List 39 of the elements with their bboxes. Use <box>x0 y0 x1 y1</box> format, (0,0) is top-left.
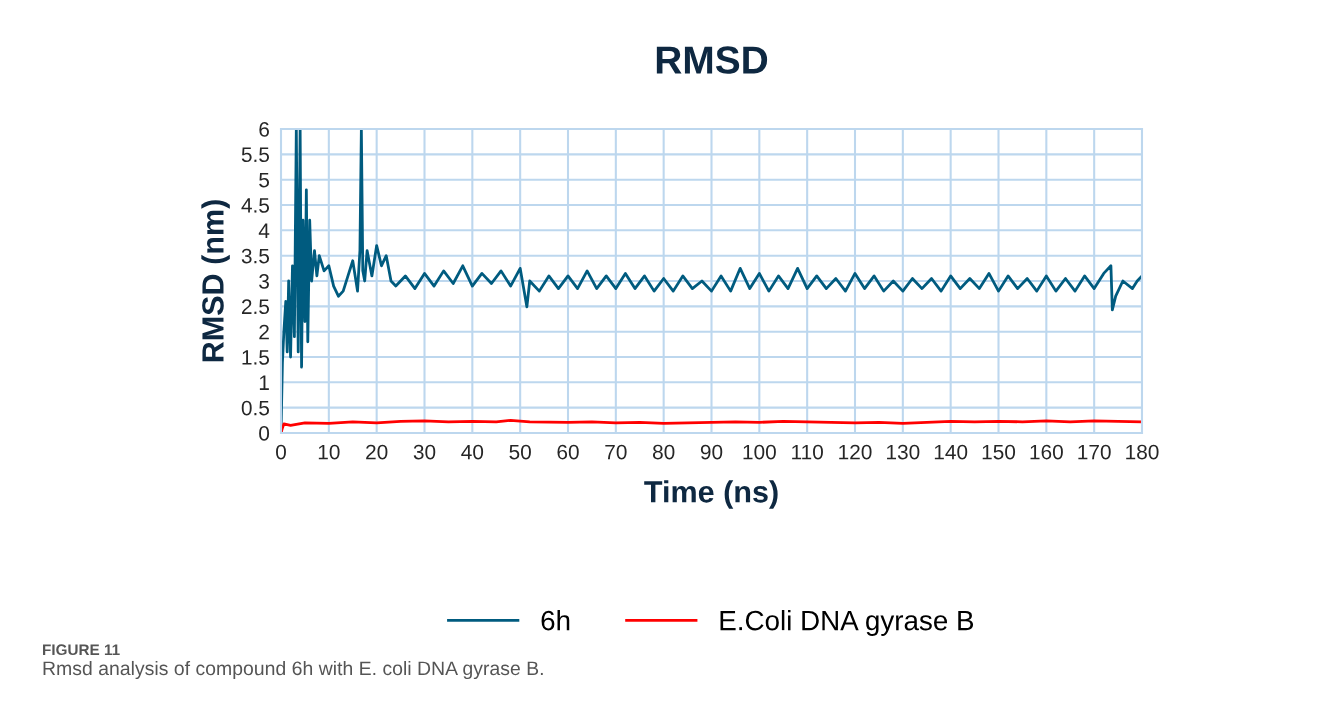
x-tick-label: 90 <box>700 444 723 460</box>
chart-title: RMSD <box>656 46 768 74</box>
x-tick-label: 170 <box>1078 444 1111 460</box>
x-tick-label: 130 <box>887 444 920 460</box>
caption: FIGURE 11 <box>43 644 120 656</box>
x-tick-label: 150 <box>982 444 1016 460</box>
legend-label: 6h <box>541 610 570 631</box>
x-tick-label: 0 <box>276 444 286 460</box>
y-tick-label: 2.5 <box>241 299 270 315</box>
x-tick-label: 50 <box>509 444 531 460</box>
y-axis-title: RMSD (nm) <box>201 200 230 362</box>
x-tick-label: 160 <box>1030 444 1063 460</box>
x-tick-label: 120 <box>839 444 872 460</box>
x-tick-label: 40 <box>461 444 484 460</box>
y-tick-label: 4 <box>258 223 270 238</box>
y-tick-label: 2 <box>259 324 269 340</box>
y-tick-label: 1 <box>259 375 269 390</box>
y-tick-label: 0 <box>259 426 270 441</box>
y-tick-label: 6 <box>259 122 269 137</box>
x-tick-label: 20 <box>366 444 388 460</box>
y-tick-label: 0.5 <box>241 400 270 416</box>
y-tick-label: 3 <box>259 274 269 289</box>
x-tick-label: 80 <box>652 444 675 460</box>
y-tick-label: 4.5 <box>241 198 270 213</box>
y-tick-label: 3.5 <box>241 248 270 264</box>
x-tick-label: 100 <box>743 444 776 460</box>
y-tick-label: 5.5 <box>241 147 270 163</box>
x-tick-label: 140 <box>934 444 968 460</box>
y-tick-label: 5 <box>259 172 270 188</box>
x-tick-label: 180 <box>1126 444 1159 460</box>
x-tick-label: 10 <box>318 444 340 460</box>
x-tick-label: 30 <box>413 444 436 460</box>
x-tick-label: 60 <box>557 444 579 460</box>
text: Rmsd analysis of compound 6h with E. coli DNA gyrase B. <box>43 660 543 680</box>
x-axis-title: Time (ns) <box>644 480 778 509</box>
x-tick-label: 70 <box>605 444 627 460</box>
x-tick-label: 110 <box>792 444 823 460</box>
y-tick-label: 1.5 <box>242 350 270 365</box>
legend-label: E.Coli DNA gyrase B <box>720 610 974 636</box>
